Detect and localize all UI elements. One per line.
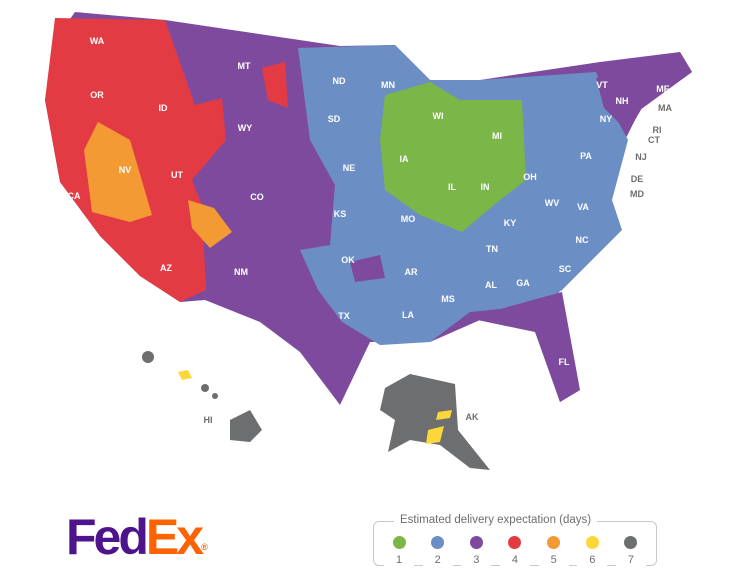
state-label-il: IL — [448, 182, 457, 192]
state-label-ut: UT — [171, 170, 183, 180]
state-label-in: IN — [481, 182, 490, 192]
zone-6-hawaii-island — [178, 370, 192, 380]
legend-label: 5 — [550, 554, 557, 566]
state-label-ks: KS — [334, 209, 347, 219]
state-label-ca: CA — [68, 191, 81, 201]
state-label-fl: FL — [559, 357, 570, 367]
legend-label: 3 — [473, 554, 480, 566]
legend-item-2: 2 — [422, 536, 453, 566]
zone-3-northeast — [596, 52, 692, 132]
state-label-wv: WV — [545, 198, 560, 208]
legend-swatch — [585, 536, 599, 549]
legend-swatch — [469, 536, 483, 549]
delivery-map: ★ WA OR ID MT WY NV UT CA AZ CO NM ND SD NE KS OK TX MN IA… — [45, 12, 692, 470]
zone-7-hawaii-island — [201, 384, 209, 392]
fedex-logo: FedEx® — [66, 508, 208, 566]
state-label-sc: SC — [559, 264, 572, 274]
state-label-wa: WA — [90, 36, 105, 46]
zone-3-south — [468, 292, 580, 402]
legend-swatch — [547, 536, 561, 549]
legend: Estimated delivery expectation (days) 1 2… — [373, 514, 657, 566]
state-label-ar: AR — [405, 267, 418, 277]
state-label-hi: HI — [204, 415, 213, 425]
state-label-me: ME — [656, 84, 670, 94]
state-label-tn: TN — [486, 244, 498, 254]
state-label-ny: NY — [600, 114, 613, 124]
legend-item-7: 7 — [615, 536, 646, 566]
state-labels: WA OR ID MT WY NV UT CA AZ CO NM ND SD NE KS OK TX MN IA MO… — [68, 36, 673, 425]
state-label-mn: MN — [381, 80, 395, 90]
state-label-oh: OH — [523, 172, 537, 182]
state-label-wy: WY — [238, 123, 253, 133]
origin-star-icon: ★ — [464, 148, 473, 159]
zone-3-oklahoma — [350, 255, 385, 282]
state-label-nm: NM — [234, 267, 248, 277]
state-label-de: DE — [631, 174, 644, 184]
legend-label: 7 — [627, 554, 634, 566]
state-label-co: CO — [250, 192, 264, 202]
state-label-id: ID — [159, 103, 169, 113]
state-label-mi: MI — [492, 131, 502, 141]
state-label-vt: VT — [596, 80, 608, 90]
legend-label: 1 — [395, 554, 403, 566]
legend-label: 4 — [511, 554, 519, 566]
state-label-ct: CT — [648, 135, 660, 145]
logo-registered-mark: ® — [201, 542, 208, 552]
state-label-wi: WI — [433, 111, 444, 121]
state-label-nv: NV — [119, 165, 132, 175]
state-label-ms: MS — [441, 294, 455, 304]
state-label-md: MD — [630, 189, 644, 199]
zone-1-region — [380, 82, 526, 232]
state-label-ak: AK — [466, 412, 479, 422]
state-label-al: AL — [485, 280, 497, 290]
state-label-ma: MA — [658, 103, 672, 113]
zone-7-hawaii-island — [212, 393, 218, 399]
state-label-la: LA — [402, 310, 414, 320]
state-label-mo: MO — [401, 214, 416, 224]
state-label-va: VA — [577, 202, 589, 212]
logo-ex: Ex — [145, 509, 204, 565]
state-label-nh: NH — [616, 96, 629, 106]
state-label-ga: GA — [516, 278, 530, 288]
state-label-pa: PA — [580, 151, 592, 161]
zone-5-nevada — [84, 122, 152, 222]
zone-6-alaska-spot — [436, 410, 452, 420]
legend-label: 2 — [434, 554, 441, 566]
state-label-ne: NE — [343, 163, 356, 173]
state-label-nc: NC — [576, 235, 589, 245]
legend-swatch — [431, 536, 445, 549]
state-label-ky: KY — [504, 218, 517, 228]
state-label-sd: SD — [328, 114, 341, 124]
legend-item-3: 3 — [461, 536, 492, 566]
zone-7-hawaii — [230, 410, 262, 442]
zone-5-utah — [188, 200, 232, 248]
legend-title: Estimated delivery expectation (days) — [394, 514, 598, 526]
legend-items: 1 2 3 4 5 6 7 — [384, 536, 646, 566]
legend-swatch — [624, 536, 638, 549]
state-label-nd: ND — [333, 76, 346, 86]
state-label-or: OR — [90, 90, 104, 100]
state-label-mt: MT — [238, 61, 251, 71]
legend-item-5: 5 — [538, 536, 569, 566]
logo-fed: Fed — [66, 509, 149, 565]
legend-swatch — [508, 536, 522, 549]
legend-item-4: 4 — [499, 536, 530, 566]
state-label-az: AZ — [160, 263, 172, 273]
legend-item-1: 1 — [384, 536, 414, 566]
zone-4-montana-spot — [262, 62, 288, 108]
legend-item-6: 6 — [577, 536, 608, 566]
map-regions: ★ — [45, 12, 692, 470]
zone-7-alaska — [380, 374, 490, 470]
state-label-tx: TX — [338, 311, 350, 321]
state-label-ia: IA — [400, 154, 410, 164]
zone-7-hawaii-island — [142, 351, 154, 363]
zone-6-alaska-spot — [426, 426, 444, 444]
legend-swatch — [392, 536, 406, 549]
legend-label: 6 — [589, 554, 596, 566]
state-label-ok: OK — [341, 255, 355, 265]
state-label-nj: NJ — [635, 152, 647, 162]
state-label-ri: RI — [653, 125, 662, 135]
